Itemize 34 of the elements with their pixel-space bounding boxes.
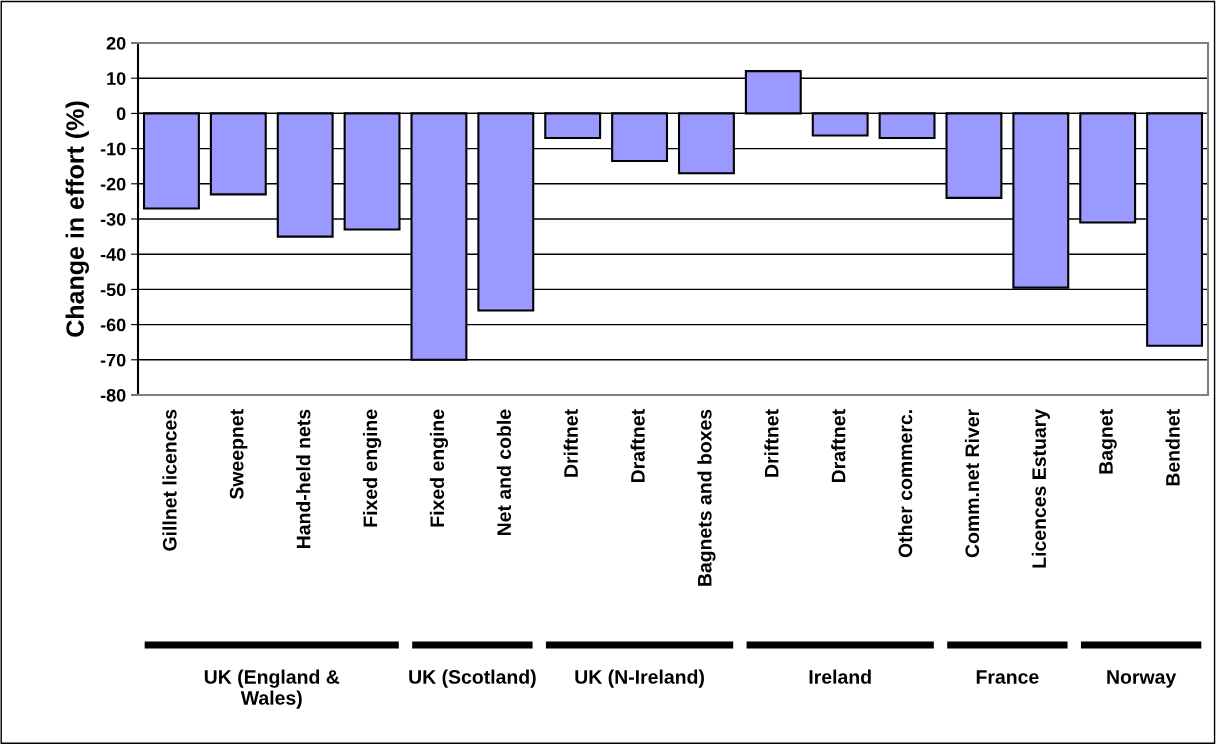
x-tick-label: Fixed engine	[429, 409, 449, 527]
y-tick-label: -10	[100, 142, 126, 156]
y-tick-label: 20	[106, 36, 126, 50]
y-tick-label: -80	[100, 388, 126, 402]
text: UK (N-Ireland)	[575, 669, 704, 688]
x-tick-label: Draftnet	[630, 409, 645, 483]
text: France	[976, 670, 1039, 684]
x-tick-label: Fixed engine	[362, 409, 382, 527]
x-tick-label: Bagnets and boxes	[697, 409, 716, 586]
y-tick-label: -60	[100, 318, 126, 332]
x-tick-label: Other commerc.	[898, 410, 913, 558]
y-axis-title: Change in effort (%)	[65, 101, 89, 337]
y-tick-label: -50	[100, 283, 126, 297]
y-tick-label: -30	[100, 212, 126, 226]
x-tick-label: Bendnet	[1165, 409, 1180, 486]
y-tick-label: 0	[116, 107, 126, 121]
x-tick-label: Driftnet	[764, 409, 779, 477]
y-tick-label: 10	[107, 72, 126, 85]
text: UK (England & Wales)	[204, 669, 340, 709]
x-tick-label: Draftnet	[831, 409, 846, 483]
x-tick-label: Net and coble	[496, 409, 512, 536]
x-tick-label: Hand-held nets	[296, 409, 311, 549]
x-tick-label: Gillnet licences	[162, 409, 177, 551]
x-tick-label: Comm.net River	[964, 409, 980, 558]
x-tick-label: Licences Estuary	[1031, 408, 1050, 568]
x-tick-label: Bagnet	[1099, 409, 1117, 474]
x-tick-label: Driftnet	[563, 409, 578, 477]
text: Ireland	[809, 669, 871, 684]
text: Norway	[1107, 670, 1177, 688]
y-tick-label: -40	[100, 248, 126, 261]
y-tick-label: -70	[100, 353, 126, 367]
y-tick-label: -20	[100, 177, 126, 191]
text: UK (Scotland)	[409, 669, 536, 688]
x-tick-label: Sweepnet	[229, 409, 248, 500]
